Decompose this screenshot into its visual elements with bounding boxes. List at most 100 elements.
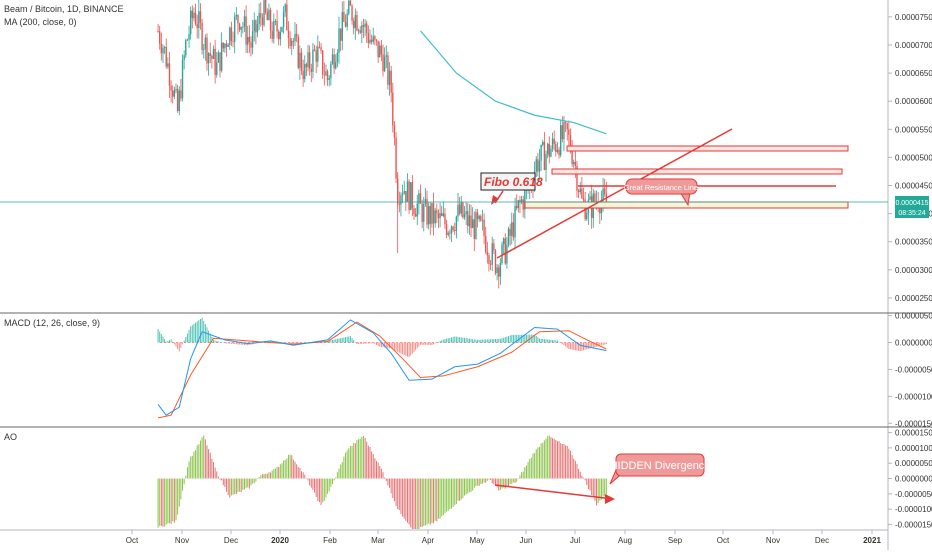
macd-histogram-bar (243, 342, 245, 345)
ao-bar (209, 452, 211, 479)
candle-body (457, 204, 459, 217)
ao-bar (232, 478, 234, 495)
ao-bar (597, 478, 599, 504)
macd-histogram-bar (465, 338, 467, 343)
candle-body (323, 74, 326, 76)
candle-body (305, 64, 308, 68)
candle-body (308, 52, 311, 69)
macd-histogram-bar (555, 340, 557, 343)
ao-bar (532, 453, 534, 479)
candle-body (504, 238, 506, 264)
macd-histogram-bar (439, 341, 441, 343)
macd-histogram-bar (563, 342, 565, 346)
price-pane[interactable] (157, 0, 608, 289)
y-tick-label: -0.0000150 (895, 520, 932, 529)
ao-bar (327, 478, 329, 494)
ao-bar (312, 478, 314, 490)
ao-pane[interactable] (157, 435, 607, 529)
ao-bar (230, 478, 232, 496)
resistance-box-1[interactable] (566, 145, 849, 152)
fibo-arrow-line (494, 190, 504, 204)
macd-histogram-bar (433, 342, 435, 345)
ao-bar (335, 477, 337, 479)
candle-body (242, 26, 244, 28)
macd-indicator-label[interactable]: MACD (12, 26, close, 9) (4, 318, 100, 328)
candle-body (401, 193, 404, 196)
macd-histogram-bar (548, 339, 550, 343)
candle-body (351, 5, 353, 21)
y-tick-label: 0.0000600 (895, 97, 932, 106)
candle-body (292, 40, 295, 42)
time-axis[interactable]: Oct Nov Dec 2020 Feb Mar Apr May Jun Jul Aug Sep Oct… (126, 530, 882, 545)
ao-indicator-label[interactable]: AO (4, 432, 17, 442)
macd-histogram-bar (499, 338, 501, 343)
macd-histogram-bar (289, 342, 291, 344)
candle-body (175, 88, 177, 91)
ao-bar (382, 472, 384, 479)
macd-histogram-bar (196, 321, 198, 343)
macd-histogram-bar (418, 342, 420, 347)
resistance-callout[interactable]: Great Resistance Line (624, 178, 698, 207)
candle-body (235, 14, 238, 17)
ao-bar (563, 444, 565, 479)
ao-bar (524, 467, 526, 479)
fibo-annotation[interactable]: Fibo 0.618 (480, 172, 543, 205)
ao-bar (258, 477, 260, 479)
ao-bar (488, 478, 490, 480)
macd-histogram-bar (462, 337, 464, 343)
y-tick-label: -0.0000100 (895, 392, 932, 401)
candle-body (439, 213, 441, 219)
ao-bar (434, 478, 436, 521)
macd-histogram-bar (459, 337, 461, 343)
ao-bar (389, 478, 391, 488)
y-tick-label: 0.0000500 (895, 153, 932, 162)
ao-bar (265, 473, 267, 479)
ao-bar (449, 478, 451, 510)
ma-indicator-label[interactable]: MA (200, close, 0) (4, 17, 77, 27)
macd-histogram-bar (165, 341, 167, 343)
ao-bar (204, 439, 206, 479)
candle-body (496, 267, 498, 274)
trendline[interactable] (496, 128, 733, 259)
candle-body (325, 71, 327, 76)
resistance-boxes (524, 145, 849, 209)
candle-body (498, 267, 500, 277)
ao-bar (600, 478, 602, 500)
candle-body (392, 92, 394, 126)
macd-histogram-bar (188, 329, 190, 343)
y-tick-label: 0.0000000 (895, 339, 932, 348)
ao-bar (400, 478, 402, 514)
candle-body (561, 125, 564, 140)
ao-bar (234, 478, 236, 495)
ao-bar (441, 478, 443, 517)
ao-bar (164, 478, 166, 527)
candle-body (354, 15, 357, 29)
macd-pane[interactable] (157, 317, 607, 419)
candle-body (343, 12, 345, 22)
candle-body (406, 181, 409, 202)
ao-bar (491, 478, 493, 484)
ao-bar (470, 478, 472, 492)
divergence-annotation[interactable]: HIDDEN Divergence (494, 453, 710, 504)
ao-bar (605, 478, 607, 495)
price-tag[interactable]: 0.0000415 08:35:24 (895, 196, 929, 218)
candle-body (540, 144, 542, 161)
candle-body (256, 24, 259, 33)
ao-bar (358, 439, 360, 479)
macd-histogram-bar (384, 342, 386, 348)
symbol-title[interactable]: Beam / Bitcoin, 1D, BINANCE (4, 4, 124, 14)
macd-histogram-bar (490, 339, 492, 343)
candle-body (352, 20, 355, 29)
ao-bar (379, 466, 381, 479)
ao-bar (521, 472, 523, 479)
macd-histogram-bar (452, 336, 454, 343)
ao-bar (415, 478, 417, 529)
candle-body (426, 199, 428, 225)
resistance-box-2[interactable] (551, 168, 843, 175)
ao-bar (455, 478, 457, 505)
macd-histogram-bar (333, 339, 335, 343)
callout-label: Great Resistance Line (624, 183, 698, 192)
candle-body (251, 31, 254, 48)
macd-histogram-bar (239, 342, 241, 345)
